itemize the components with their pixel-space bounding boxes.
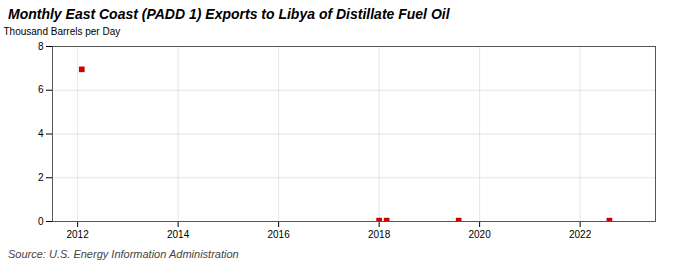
html-text:Source: U.S. Energy Informatio: Source: U.S. Energy Information Administ… <box>8 248 239 260</box>
svg-text:6: 6 <box>38 84 44 95</box>
svg-text:2018: 2018 <box>368 229 391 240</box>
svg-text:2014: 2014 <box>167 229 190 240</box>
html-text:Monthly East Coast (PADD 1) Ex: Monthly East Coast (PADD 1) Exports to L… <box>8 6 450 22</box>
svg-text:2022: 2022 <box>569 229 592 240</box>
svg-text:2012: 2012 <box>67 229 90 240</box>
svg-text:0: 0 <box>38 216 44 227</box>
svg-text:2016: 2016 <box>268 229 291 240</box>
svg-text:2: 2 <box>38 172 44 183</box>
svg-text:Thousand Barrels per Day: Thousand Barrels per Day <box>4 26 121 37</box>
svg-text:4: 4 <box>38 128 44 139</box>
svg-text:2020: 2020 <box>469 229 492 240</box>
svg-text:8: 8 <box>38 41 44 52</box>
